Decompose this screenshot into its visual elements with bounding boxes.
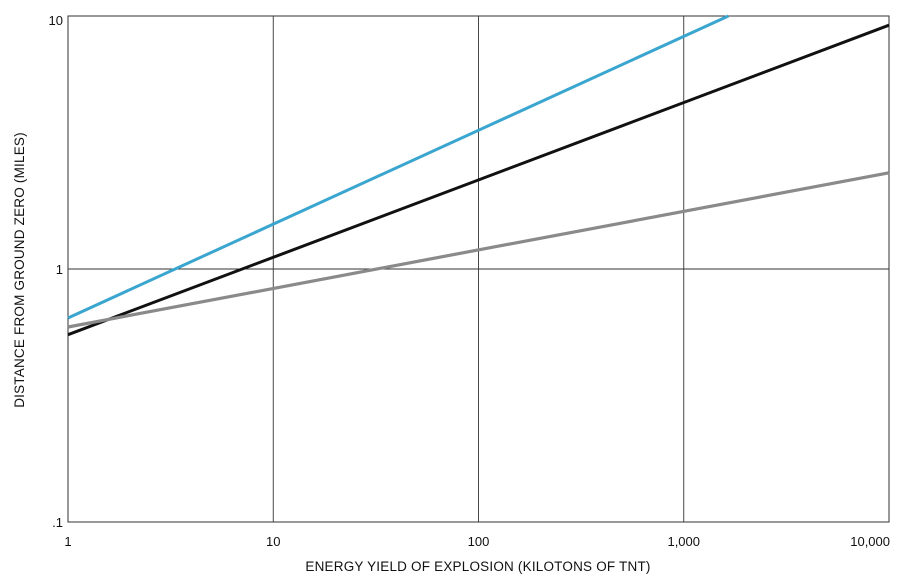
x-tick-label: 100 bbox=[468, 534, 490, 549]
x-tick-label: 1 bbox=[64, 534, 71, 549]
series-line bbox=[67, 171, 890, 329]
x-tick-label: 1,000 bbox=[667, 534, 700, 549]
y-tick-label: .1 bbox=[52, 515, 63, 530]
series-line bbox=[67, 14, 730, 320]
x-tick-label: 10,000 bbox=[850, 534, 890, 549]
series-layer bbox=[67, 14, 890, 337]
x-tick-label: 10 bbox=[266, 534, 280, 549]
grid bbox=[67, 15, 890, 523]
y-axis-label: DISTANCE FROM GROUND ZERO (MILES) bbox=[12, 132, 27, 408]
x-axis-label: ENERGY YIELD OF EXPLOSION (KILOTONS OF T… bbox=[305, 559, 650, 574]
y-tick-label: 1 bbox=[56, 262, 63, 277]
y-tick-labels: .1 1 10 bbox=[49, 13, 63, 530]
y-tick-label: 10 bbox=[49, 13, 63, 28]
series-line bbox=[67, 23, 890, 337]
x-tick-labels: 1 10 100 1,000 10,000 bbox=[64, 534, 890, 549]
